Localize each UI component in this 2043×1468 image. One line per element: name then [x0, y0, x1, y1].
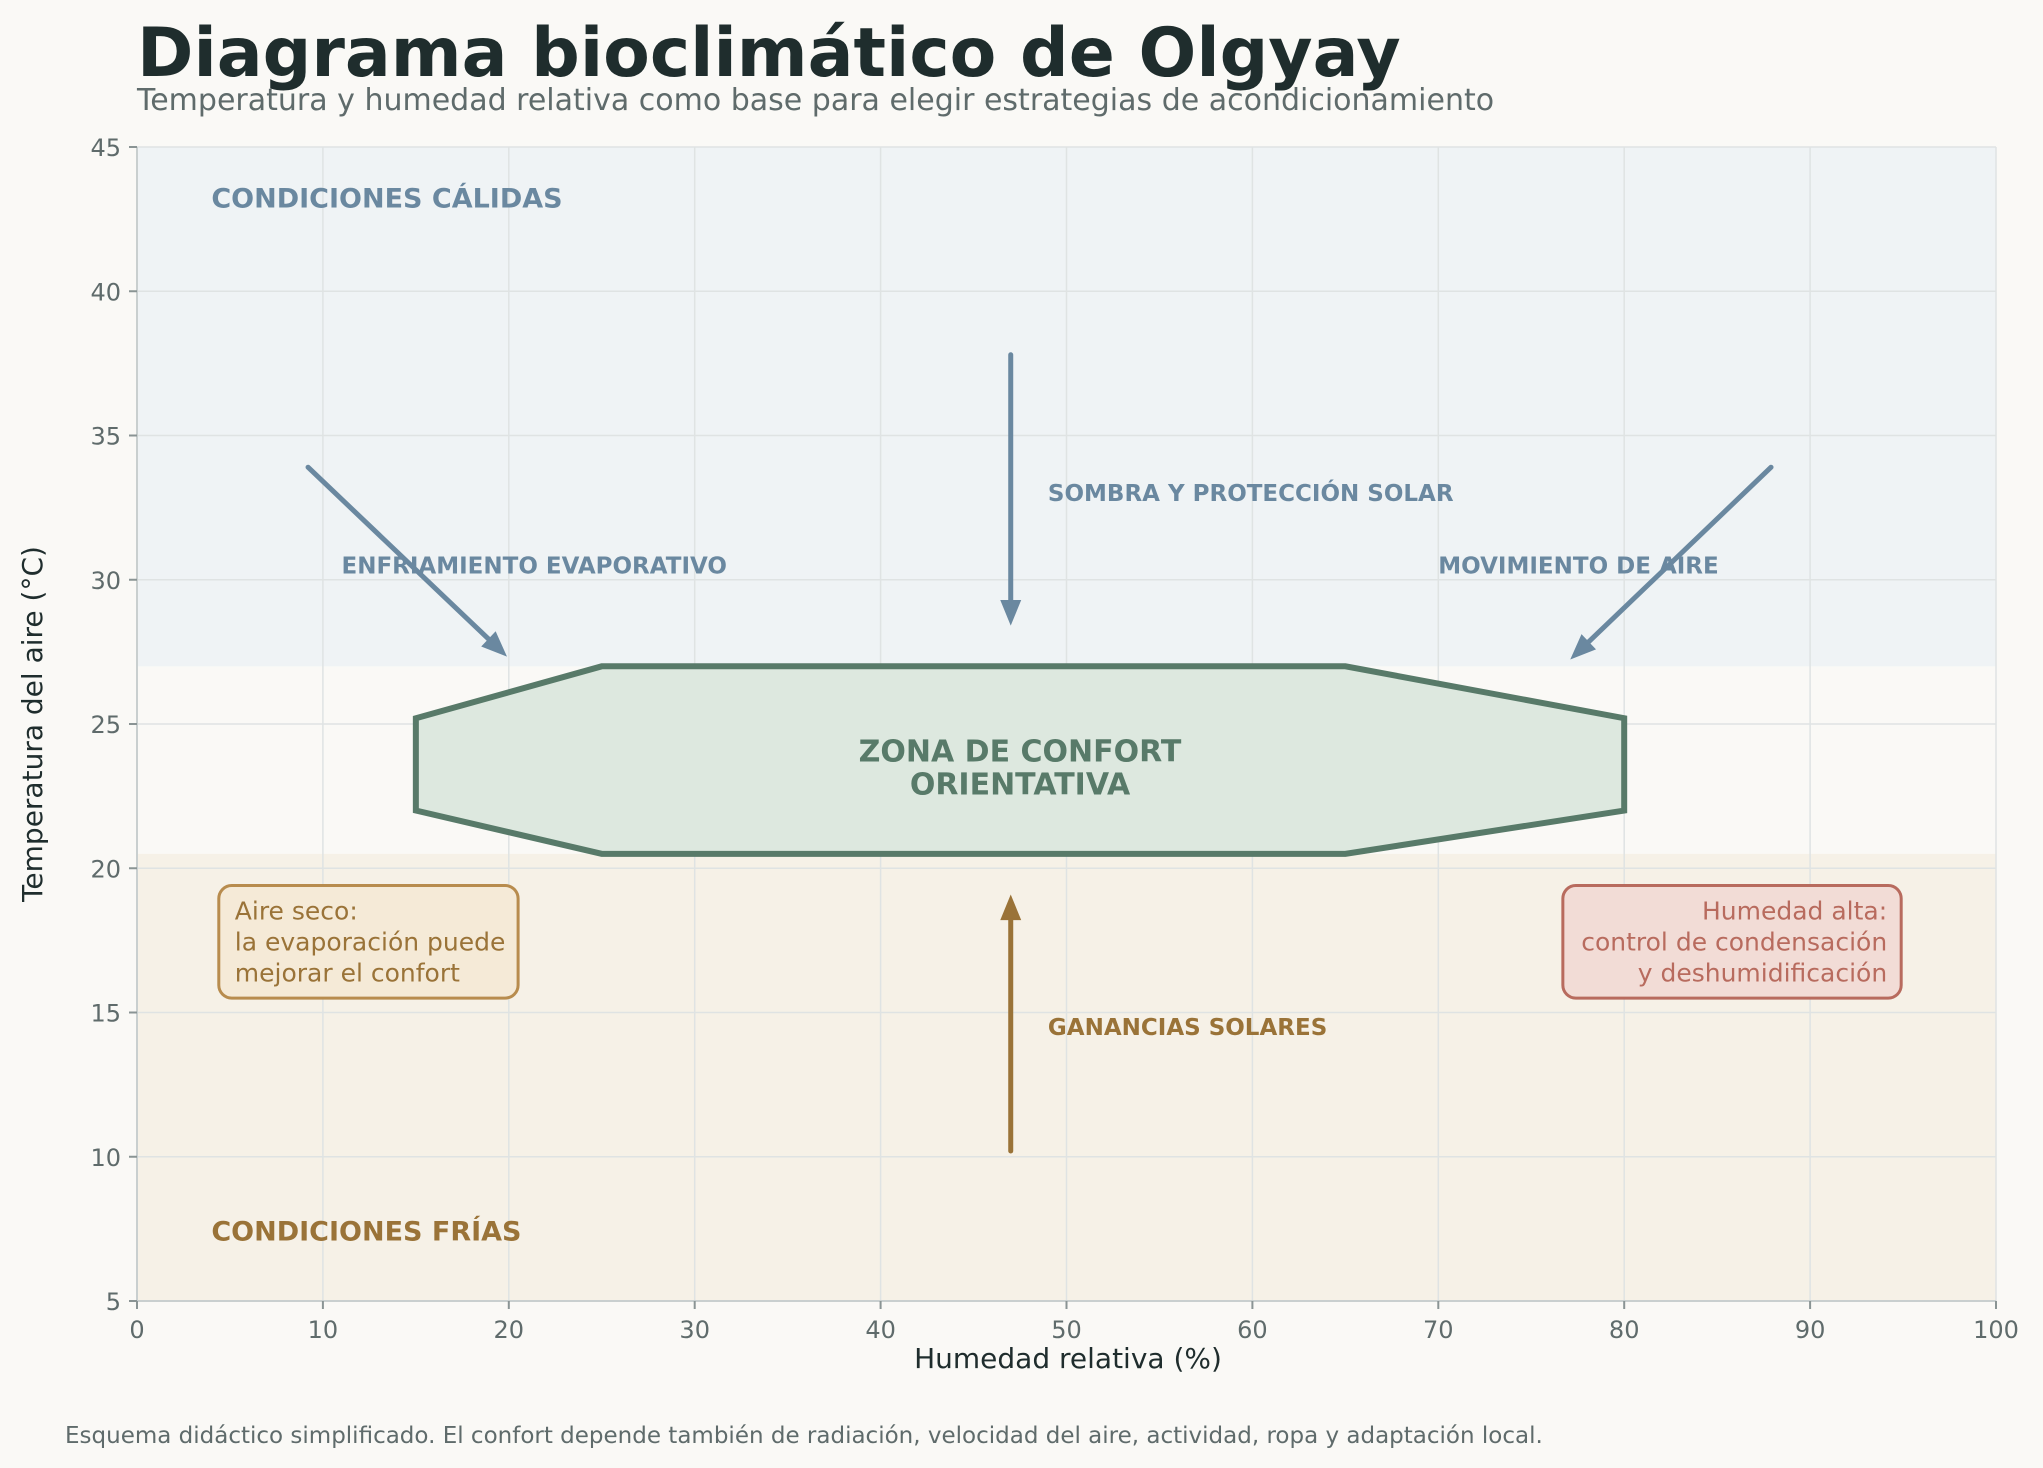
x-tick-label: 80	[1609, 1316, 1640, 1344]
y-tick-label: 20	[90, 855, 121, 883]
y-tick-label: 25	[90, 711, 121, 739]
shade-arrow-head	[1000, 600, 1022, 626]
x-tick-label: 10	[308, 1316, 339, 1344]
y-tick-label: 10	[90, 1144, 121, 1172]
x-tick-label: 0	[129, 1316, 144, 1344]
cold-region-label: CONDICIONES FRÍAS	[211, 1215, 521, 1247]
humid-annotation-text: control de condensación	[1581, 928, 1887, 957]
y-tick-label: 45	[90, 134, 121, 162]
y-tick-label: 40	[90, 278, 121, 306]
chart-title: Diagrama bioclimático de Olgyay	[137, 14, 1401, 93]
x-tick-label: 20	[494, 1316, 525, 1344]
y-axis-label: Temperatura del aire (°C)	[16, 546, 49, 903]
strategy-arrows: ENFRIAMIENTO EVAPORATIVO SOMBRA Y PROTECC…	[305, 352, 1774, 1154]
x-axis-label: Humedad relativa (%)	[914, 1342, 1222, 1375]
y-tick-label: 15	[90, 1000, 121, 1028]
dry-annotation-text: Aire seco:	[235, 897, 358, 926]
x-tick-label: 70	[1423, 1316, 1454, 1344]
shade-strategy-label: SOMBRA Y PROTECCIÓN SOLAR	[1048, 479, 1454, 507]
evaporative-strategy-label: ENFRIAMIENTO EVAPORATIVO	[341, 553, 726, 579]
comfort-zone-polygon	[412, 663, 1628, 857]
dry-annotation-box	[217, 884, 520, 1000]
x-tick-label: 40	[865, 1316, 896, 1344]
solar-strategy-label: GANANCIAS SOLARES	[1048, 1015, 1327, 1041]
dry-annotation-text: la evaporación puede	[235, 928, 506, 957]
x-tick-label: 60	[1237, 1316, 1268, 1344]
x-tick-label: 90	[1795, 1316, 1826, 1344]
x-tick-label: 50	[1051, 1316, 1082, 1344]
evaporative-arrow-head	[481, 631, 507, 657]
solar-arrow-head	[1000, 894, 1022, 921]
air-strategy-label: MOVIMIENTO DE AIRE	[1438, 553, 1718, 579]
air-arrow-shaft	[1582, 464, 1774, 648]
x-tick-label: 100	[1973, 1316, 2019, 1344]
humid-annotation-box	[1561, 884, 1903, 1000]
y-tick-label: 5	[106, 1288, 121, 1316]
dry-annotation-text: mejorar el confort	[235, 959, 460, 988]
comfort-zone-label: ZONA DE CONFORT	[859, 735, 1182, 770]
humid-annotation-text: y deshumidificación	[1638, 959, 1887, 988]
comfort-zone-label: ORIENTATIVA	[910, 768, 1131, 803]
region-labels: CONDICIONES CÁLIDAS CONDICIONES FRÍAS	[211, 183, 562, 1248]
y-tick-label: 30	[90, 567, 121, 595]
air-arrow-head	[1570, 634, 1597, 660]
footnote: Esquema didáctico simplificado. El confo…	[65, 1423, 1543, 1449]
y-tick-label: 35	[90, 423, 121, 451]
warm-region-label: CONDICIONES CÁLIDAS	[211, 183, 562, 215]
x-tick-label: 30	[679, 1316, 710, 1344]
evaporative-arrow-shaft	[305, 464, 495, 645]
chart-subtitle: Temperatura y humedad relativa como base…	[136, 83, 1494, 118]
tick-labels: 0 10 20 30 40 50 60 70 80 90 100 5 10 15 20 25 30 35 40 45	[90, 134, 2018, 1344]
humid-annotation-text: Humedad alta:	[1702, 897, 1887, 926]
